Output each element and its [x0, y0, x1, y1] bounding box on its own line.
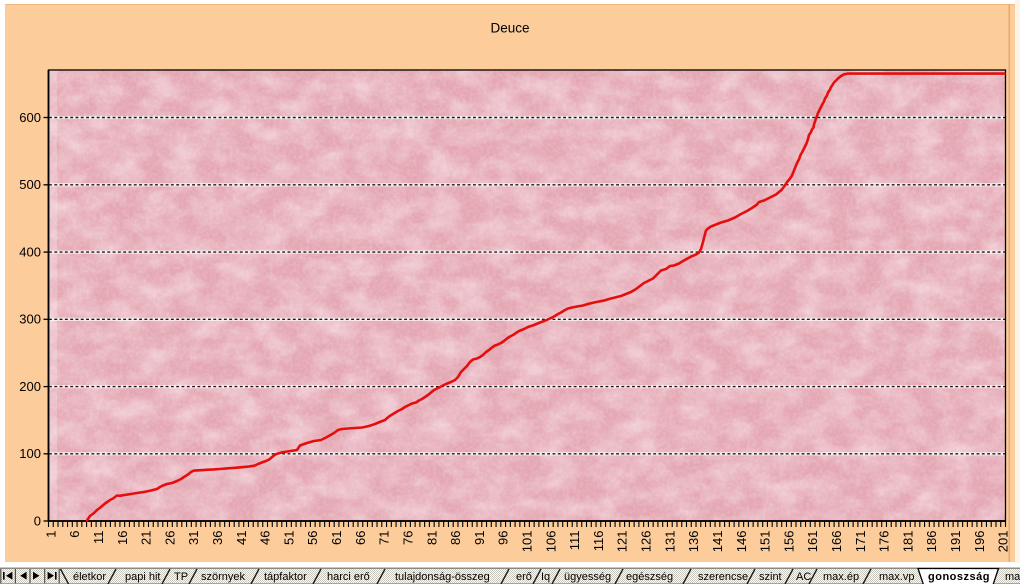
svg-text:186: 186: [924, 531, 939, 553]
svg-text:116: 116: [591, 531, 606, 552]
svg-text:96: 96: [496, 531, 511, 545]
svg-text:196: 196: [972, 531, 987, 553]
svg-text:életkor: életkor: [73, 571, 106, 583]
svg-text:gonoszság: gonoszság: [928, 571, 990, 583]
svg-text:Deuce: Deuce: [490, 21, 529, 36]
svg-text:31: 31: [186, 531, 201, 545]
svg-text:szörnyek: szörnyek: [201, 571, 246, 583]
svg-text:egészség: egészség: [626, 571, 673, 583]
svg-text:tápfaktor: tápfaktor: [264, 571, 307, 583]
svg-text:181: 181: [900, 531, 915, 553]
svg-text:max.tp: max.tp: [1005, 571, 1020, 583]
svg-text:21: 21: [139, 531, 154, 545]
svg-text:161: 161: [805, 531, 820, 553]
svg-text:500: 500: [19, 177, 41, 192]
svg-text:6: 6: [67, 531, 82, 538]
svg-text:131: 131: [662, 531, 677, 553]
svg-text:86: 86: [448, 531, 463, 545]
svg-text:121: 121: [615, 531, 630, 553]
svg-text:max.ép: max.ép: [823, 571, 859, 583]
svg-text:36: 36: [210, 531, 225, 545]
svg-text:66: 66: [353, 531, 368, 545]
svg-text:tulajdonság-összeg: tulajdonság-összeg: [395, 571, 490, 583]
svg-text:ügyesség: ügyesség: [564, 571, 611, 583]
svg-text:AC: AC: [796, 571, 811, 583]
svg-text:101: 101: [520, 531, 535, 553]
svg-text:156: 156: [781, 531, 796, 553]
svg-text:126: 126: [639, 531, 654, 553]
svg-text:191: 191: [948, 531, 963, 553]
svg-text:0: 0: [34, 513, 41, 528]
svg-text:146: 146: [734, 531, 749, 553]
svg-text:1: 1: [43, 531, 58, 538]
svg-text:papi hit: papi hit: [125, 571, 160, 583]
svg-text:szerencse: szerencse: [698, 571, 748, 583]
svg-text:TP: TP: [174, 571, 188, 583]
svg-text:136: 136: [686, 531, 701, 553]
svg-text:166: 166: [829, 531, 844, 553]
svg-text:400: 400: [19, 245, 41, 260]
svg-text:201: 201: [996, 531, 1011, 553]
svg-text:71: 71: [377, 531, 392, 545]
svg-text:61: 61: [329, 531, 344, 545]
svg-text:erő: erő: [516, 571, 532, 583]
svg-text:91: 91: [472, 531, 487, 545]
svg-text:51: 51: [281, 531, 296, 545]
svg-text:100: 100: [19, 446, 41, 461]
svg-text:harci erő: harci erő: [327, 571, 370, 583]
svg-text:141: 141: [710, 531, 725, 553]
svg-text:76: 76: [400, 531, 415, 545]
svg-text:81: 81: [424, 531, 439, 545]
svg-text:106: 106: [543, 531, 558, 553]
svg-text:56: 56: [305, 531, 320, 545]
svg-text:16: 16: [115, 531, 130, 545]
svg-text:max.vp: max.vp: [879, 571, 914, 583]
svg-text:41: 41: [234, 531, 249, 545]
svg-text:111: 111: [567, 531, 582, 551]
svg-text:171: 171: [853, 531, 868, 553]
svg-text:46: 46: [258, 531, 273, 545]
svg-text:11: 11: [91, 531, 106, 545]
svg-text:Iq: Iq: [541, 571, 550, 583]
svg-text:176: 176: [877, 531, 892, 553]
svg-text:300: 300: [19, 312, 41, 327]
svg-text:151: 151: [758, 531, 773, 553]
svg-text:szint: szint: [759, 571, 782, 583]
svg-text:600: 600: [19, 110, 41, 125]
svg-text:200: 200: [19, 379, 41, 394]
svg-text:26: 26: [162, 531, 177, 545]
